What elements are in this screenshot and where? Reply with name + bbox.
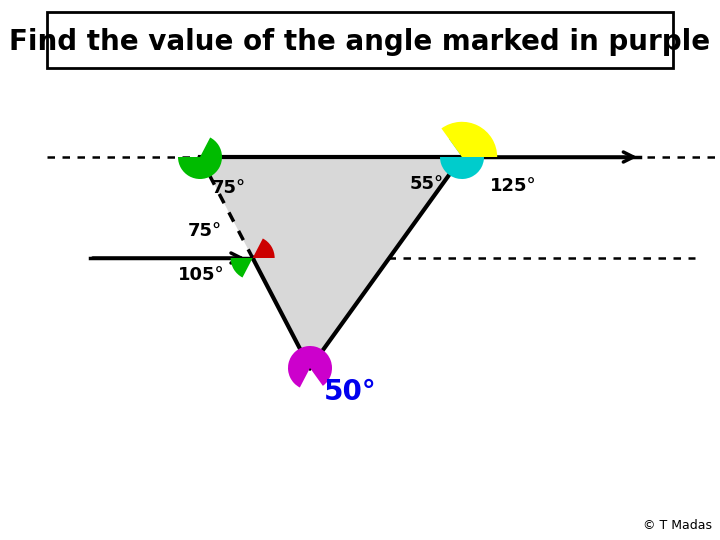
Text: 75°: 75° (188, 222, 222, 240)
Text: 125°: 125° (490, 177, 536, 195)
Wedge shape (230, 258, 253, 278)
Text: 55°: 55° (410, 175, 444, 193)
Wedge shape (178, 138, 222, 179)
Wedge shape (288, 346, 332, 388)
Text: 75°: 75° (212, 179, 246, 197)
Wedge shape (441, 122, 498, 157)
Wedge shape (440, 135, 484, 179)
Polygon shape (200, 157, 462, 368)
Wedge shape (253, 239, 274, 258)
Text: Find the value of the angle marked in purple: Find the value of the angle marked in pu… (9, 28, 711, 56)
Text: 105°: 105° (178, 266, 224, 284)
Text: © T Madas: © T Madas (643, 519, 712, 532)
FancyBboxPatch shape (47, 12, 673, 68)
Text: 50°: 50° (324, 378, 377, 406)
